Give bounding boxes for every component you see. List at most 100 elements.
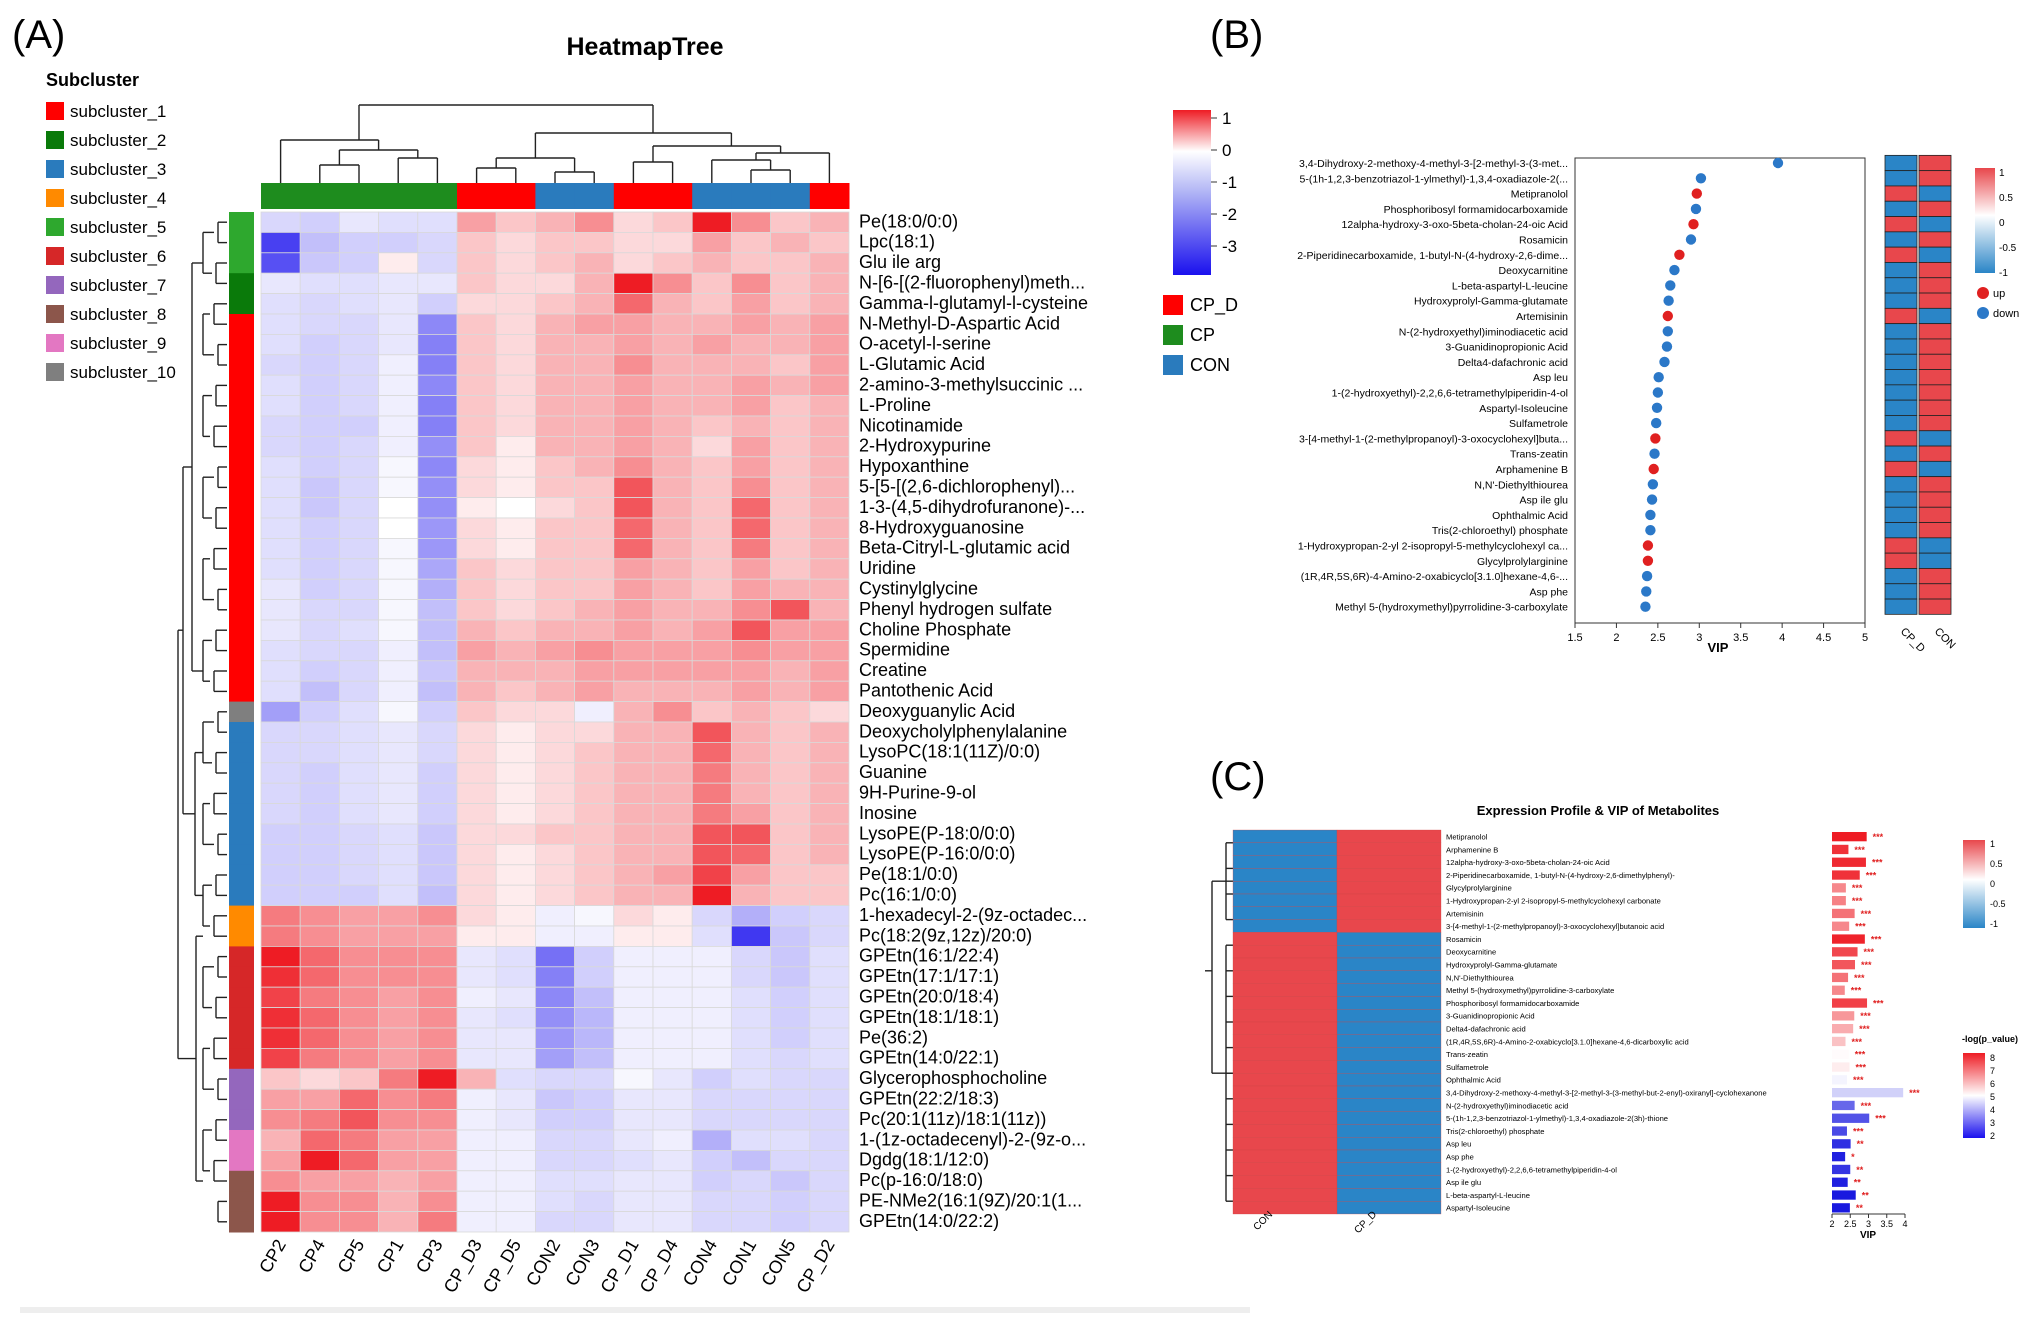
- heatmap-cell: [378, 966, 419, 988]
- vip-point: [1642, 555, 1654, 566]
- heatmap-cell: [691, 1027, 732, 1049]
- row-label: Glycerophosphocholine: [859, 1068, 1047, 1088]
- expression-dendrogram: [1205, 842, 1233, 1202]
- heatmap-cell: [691, 803, 732, 825]
- heatmap-cell: [574, 231, 615, 254]
- row-label: Inosine: [859, 803, 917, 823]
- expression-cell: [1336, 1060, 1442, 1074]
- heatmap-cell: [378, 1027, 419, 1049]
- heatmap-cell: [378, 333, 419, 356]
- heatmap-cell: [378, 782, 419, 805]
- vip-metabolite-label: Aspartyl-Isoleucine: [1479, 403, 1568, 415]
- heatmap-cell: [495, 721, 536, 743]
- group-heat-cell: [1884, 399, 1918, 416]
- heatmap-cell: [691, 231, 732, 254]
- heatmap-cell: [731, 333, 772, 356]
- heatmap-cell: [809, 1190, 850, 1212]
- heatmap-cell: [809, 660, 850, 682]
- heatmap-cell: [338, 497, 379, 519]
- heatmap-cell: [338, 986, 379, 1009]
- heatmap-cell: [260, 803, 301, 825]
- vip-bar-axis-tick-label: 2.5: [1844, 1219, 1857, 1229]
- heatmap-cell: [613, 1088, 654, 1110]
- expression-cell: [1232, 1175, 1338, 1189]
- heatmap-cell: [731, 1150, 772, 1172]
- heatmap-cell: [535, 497, 576, 519]
- heatmap-cell: [299, 660, 340, 682]
- vip-axis-tick-label: 4: [1779, 632, 1785, 644]
- vip-metabolite-label: 1-Hydroxypropan-2-yl 2-isopropyl-5-methy…: [1298, 541, 1568, 553]
- expression-cell: [1336, 1073, 1442, 1087]
- expression-cell: [1232, 855, 1338, 869]
- heatmap-cell: [338, 966, 379, 988]
- heatmap-cell: [809, 1088, 850, 1110]
- panel-label-c: (C): [1210, 755, 1266, 799]
- heatmap-cell: [809, 966, 850, 988]
- heatmap-cell: [456, 1007, 497, 1029]
- heatmap-cell: [495, 884, 536, 907]
- expression-cell: [1336, 906, 1442, 920]
- row-label: GPEtn(22:2/18:3): [859, 1089, 999, 1109]
- row-subcluster-cell: [229, 987, 254, 1009]
- heatmap-cell: [260, 578, 301, 601]
- subcluster-label: subcluster_4: [70, 189, 166, 208]
- heatmap-cell: [299, 742, 340, 764]
- expression-row-label: Delta4-dafachronic acid: [1446, 1025, 1526, 1034]
- expression-row-label: Asp leu: [1446, 1140, 1471, 1149]
- row-subcluster-cell: [229, 599, 254, 621]
- heatmap-cell: [652, 1048, 693, 1070]
- heatmap-cell: [456, 558, 497, 580]
- vip-bar: [1832, 1164, 1851, 1175]
- heatmap-cell: [574, 395, 615, 417]
- row-label: 9H-Purine-9-ol: [859, 783, 976, 803]
- group-heat-cell: [1884, 338, 1918, 355]
- expression-row-label: Asp ile glu: [1446, 1178, 1481, 1187]
- heatmap-cell: [417, 1190, 458, 1212]
- row-label: GPEtn(18:1/18:1): [859, 1007, 999, 1027]
- heatmap-cell: [770, 782, 811, 805]
- heatmap-cell: [535, 619, 576, 641]
- heatmap-cell: [417, 680, 458, 703]
- significance-stars: ***: [1866, 870, 1877, 880]
- subcluster-label: subcluster_9: [70, 334, 166, 353]
- group-heat-cell: [1884, 491, 1918, 508]
- heatmap-cell: [691, 211, 732, 233]
- expression-cell: [1336, 919, 1442, 933]
- row-subcluster-cell: [229, 1170, 254, 1192]
- expression-cell: [1336, 1009, 1442, 1023]
- heatmap-cell: [299, 1068, 340, 1090]
- row-label: 2-amino-3-methylsuccinic ...: [859, 375, 1083, 395]
- heatmap-cell: [495, 435, 536, 458]
- heatmap-cell: [456, 701, 497, 723]
- heatmap-cell: [378, 415, 419, 437]
- heatmap-cell: [495, 211, 536, 233]
- heatmap-cell: [378, 701, 419, 723]
- heatmap-cell: [613, 660, 654, 682]
- column-label: CON1: [718, 1236, 760, 1289]
- row-subcluster-cell: [229, 640, 254, 662]
- vip-axis-label: VIP: [1708, 640, 1729, 655]
- heatmap-cell: [613, 925, 654, 947]
- heatmap-cell: [417, 231, 458, 254]
- heatmap-cell: [691, 986, 732, 1009]
- heatmap-cell: [417, 1007, 458, 1029]
- heatmap-cell: [652, 333, 693, 356]
- heatmap-cell: [574, 1048, 615, 1070]
- vip-bar: [1832, 1024, 1854, 1034]
- heatmap-cell: [338, 640, 379, 662]
- heatmap-cell: [613, 1068, 654, 1090]
- group-legend-swatch: [1163, 325, 1183, 345]
- heatmap-cell: [299, 517, 340, 539]
- group-bar-cell: [574, 183, 615, 209]
- row-label: Pantothenic Acid: [859, 681, 993, 701]
- row-subcluster-cell: [229, 926, 254, 947]
- heatmap-cell: [456, 925, 497, 947]
- heatmap-cell: [417, 1211, 458, 1233]
- expression-cell: [1232, 1201, 1338, 1215]
- heatmap-cell: [613, 966, 654, 988]
- heatmap-cell: [574, 1170, 615, 1192]
- expression-cell: [1232, 1085, 1338, 1099]
- heatmap-cell: [809, 619, 850, 641]
- heatmap-cell: [260, 864, 301, 886]
- heatmap-cell: [613, 946, 654, 968]
